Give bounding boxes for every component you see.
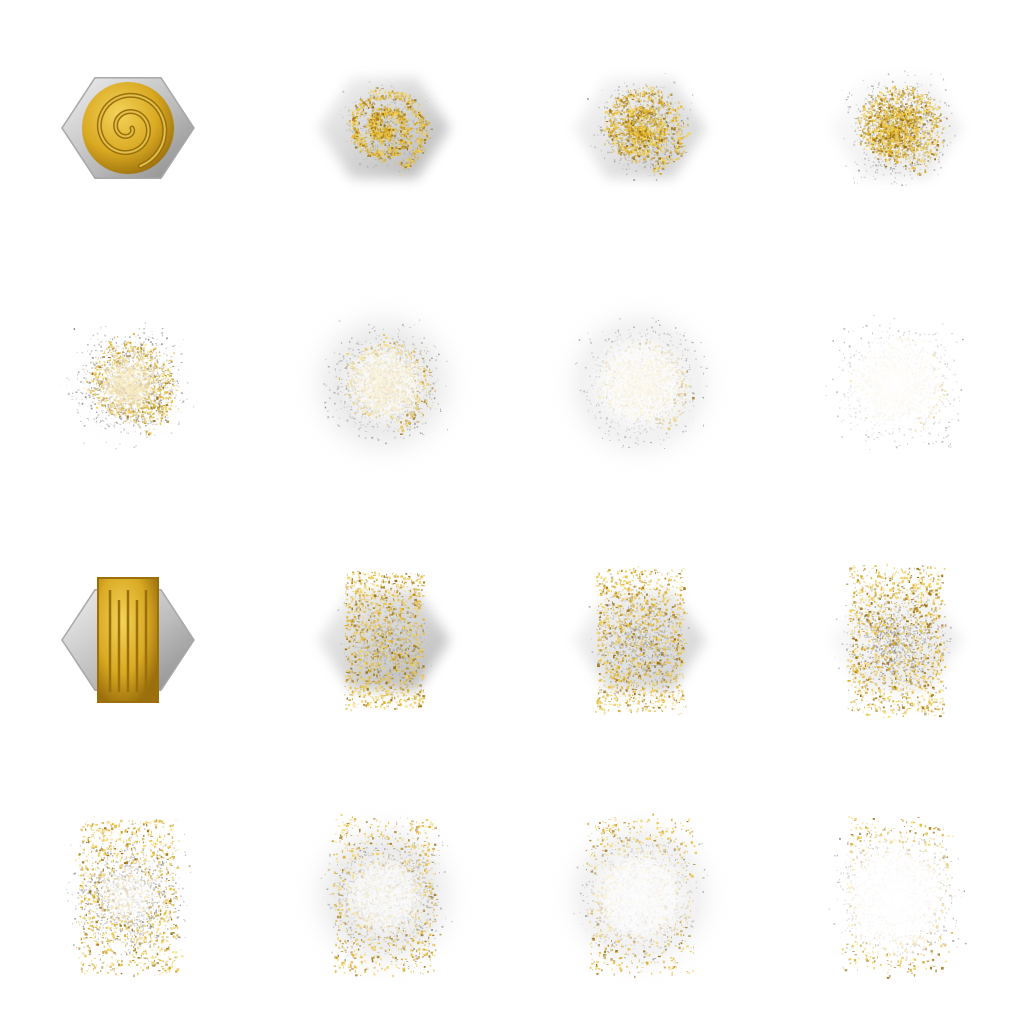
swirl-coin-dissolve-frame xyxy=(768,0,1024,256)
bar-coin-dissolve-frame-art xyxy=(61,577,195,703)
glow-core xyxy=(336,848,432,944)
bar-coin-dissolve-frame xyxy=(256,512,512,768)
swirl-coin-dissolve-frame-art xyxy=(318,77,450,179)
bar-coin-dissolve-frame xyxy=(0,512,256,768)
glow-core xyxy=(95,863,161,929)
swirl-coin-dissolve-frame xyxy=(0,0,256,256)
bars-icon xyxy=(595,566,687,716)
bar-coin-dissolve-frame-art xyxy=(573,813,708,979)
bars-icon xyxy=(343,571,426,712)
swirl-coin-dissolve-frame xyxy=(256,0,512,256)
bar-coin-dissolve-frame-art xyxy=(830,563,962,718)
glow-core xyxy=(95,351,161,417)
bar-coin-dissolve-frame-art xyxy=(318,571,450,712)
bar-coin-dissolve-frame xyxy=(512,512,768,768)
glow-core xyxy=(826,826,966,966)
glow-core xyxy=(580,324,700,444)
bar-coin-dissolve-frame xyxy=(768,768,1024,1024)
swirl-coin-dissolve-frame-art xyxy=(322,319,448,446)
glow-core xyxy=(580,836,700,956)
swirl-coin-dissolve-frame xyxy=(768,256,1024,512)
swirl-coin-dissolve-frame xyxy=(512,0,768,256)
swirl-coin-dissolve-frame-art xyxy=(61,77,195,179)
glow-core xyxy=(826,314,966,454)
swirl-coin-dissolve-frame-art xyxy=(574,317,708,449)
bar-coin-dissolve-frame-art xyxy=(826,816,967,979)
bars-icon xyxy=(846,563,947,718)
swirl-coin-dissolve-frame xyxy=(512,256,768,512)
swirl-icon xyxy=(855,85,948,176)
swirl-coin-dissolve-frame xyxy=(0,256,256,512)
swirl-coin-dissolve-frame-art xyxy=(59,322,195,450)
swirl-icon xyxy=(346,87,433,177)
bar-coin-dissolve-frame xyxy=(768,512,1024,768)
glow-core xyxy=(336,336,432,432)
bar-coin-dissolve-frame xyxy=(0,768,256,1024)
bar-coin-dissolve-frame-art xyxy=(320,814,453,978)
swirl-icon xyxy=(600,83,691,175)
swirl-coin-dissolve-frame-art xyxy=(825,314,966,454)
bars-icon xyxy=(97,577,159,703)
bar-coin-dissolve-frame xyxy=(256,768,512,1024)
swirl-coin-dissolve-frame-art xyxy=(574,73,706,181)
swirl-coin-dissolve-frame-art xyxy=(830,70,962,186)
swirl-coin-dissolve-frame xyxy=(256,256,512,512)
bar-coin-dissolve-frame-art xyxy=(65,816,192,978)
bar-coin-dissolve-frame xyxy=(512,768,768,1024)
bar-coin-dissolve-frame-art xyxy=(574,566,706,716)
swirl-icon xyxy=(82,82,174,174)
